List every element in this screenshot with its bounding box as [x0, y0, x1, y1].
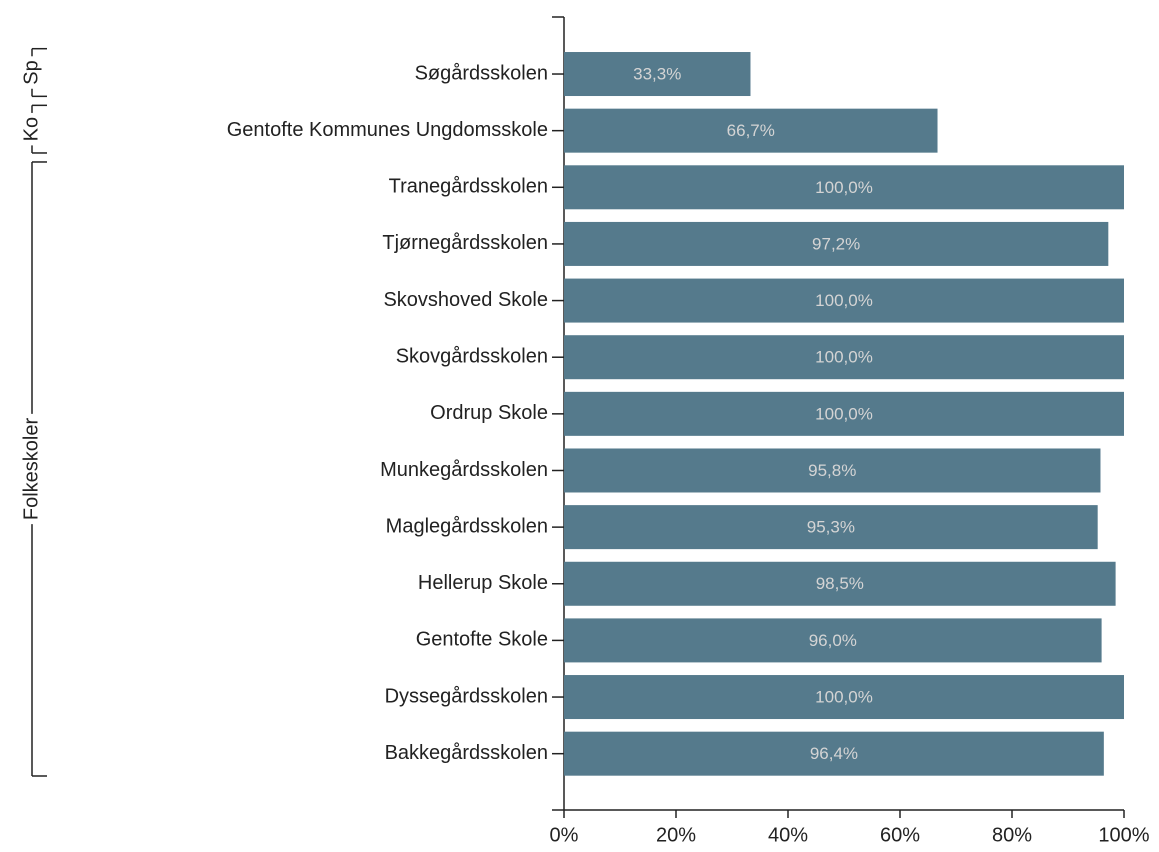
x-tick-label: 60% [880, 824, 920, 846]
bar [564, 561, 1116, 606]
bar [564, 221, 1109, 266]
value-label: 100,0% [815, 178, 873, 197]
value-label: 100,0% [815, 291, 873, 310]
y-tick-label: Dyssegårdsskolen [385, 685, 548, 707]
y-tick-label: Gentofte Kommunes Ungdomsskole [227, 119, 548, 141]
x-tick-label: 40% [768, 824, 808, 846]
bar [564, 505, 1098, 550]
y-tick-label: Tranegårdsskolen [389, 176, 548, 198]
y-tick-label: Gentofte Skole [416, 629, 548, 651]
y-tick-label: Hellerup Skole [418, 572, 548, 594]
x-tick-label: 0% [550, 824, 579, 846]
y-tick-label: Maglegårdsskolen [386, 515, 548, 537]
group-label: Folkeskoler [20, 418, 42, 521]
x-tick-label: 100% [1098, 824, 1149, 846]
y-tick-label: Munkegårdsskolen [380, 459, 548, 481]
y-tick-label: Skovgårdsskolen [396, 345, 548, 367]
value-label: 95,8% [808, 461, 856, 480]
bar [564, 108, 938, 153]
value-label: 100,0% [815, 404, 873, 423]
y-tick-label: Bakkegårdsskolen [385, 742, 548, 764]
y-tick-label: Ordrup Skole [430, 402, 548, 424]
group-label: Sp [20, 60, 42, 84]
value-label: 98,5% [816, 574, 864, 593]
value-label: 96,0% [809, 631, 857, 650]
y-tick-label: Skovshoved Skole [383, 289, 548, 311]
value-label: 97,2% [812, 234, 860, 253]
bar [564, 731, 1104, 776]
bar [564, 335, 1124, 380]
y-tick-label: Tjørnegårdsskolen [382, 232, 548, 254]
value-label: 100,0% [815, 348, 873, 367]
value-label: 96,4% [810, 744, 858, 763]
bar [564, 618, 1102, 663]
bar [564, 278, 1124, 323]
value-label: 100,0% [815, 688, 873, 707]
y-tick-label: Søgårdsskolen [415, 62, 548, 84]
value-label: 95,3% [807, 518, 855, 537]
group-label: Ko [20, 117, 42, 141]
bar [564, 165, 1124, 210]
bar [564, 52, 751, 97]
value-label: 33,3% [633, 65, 681, 84]
bar [564, 448, 1101, 493]
bar [564, 391, 1124, 436]
x-tick-label: 80% [992, 824, 1032, 846]
value-label: 66,7% [727, 121, 775, 140]
bar [564, 675, 1124, 720]
x-tick-label: 20% [656, 824, 696, 846]
